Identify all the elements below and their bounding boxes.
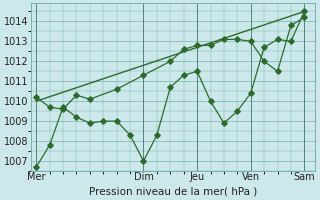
X-axis label: Pression niveau de la mer( hPa ): Pression niveau de la mer( hPa )	[89, 187, 257, 197]
